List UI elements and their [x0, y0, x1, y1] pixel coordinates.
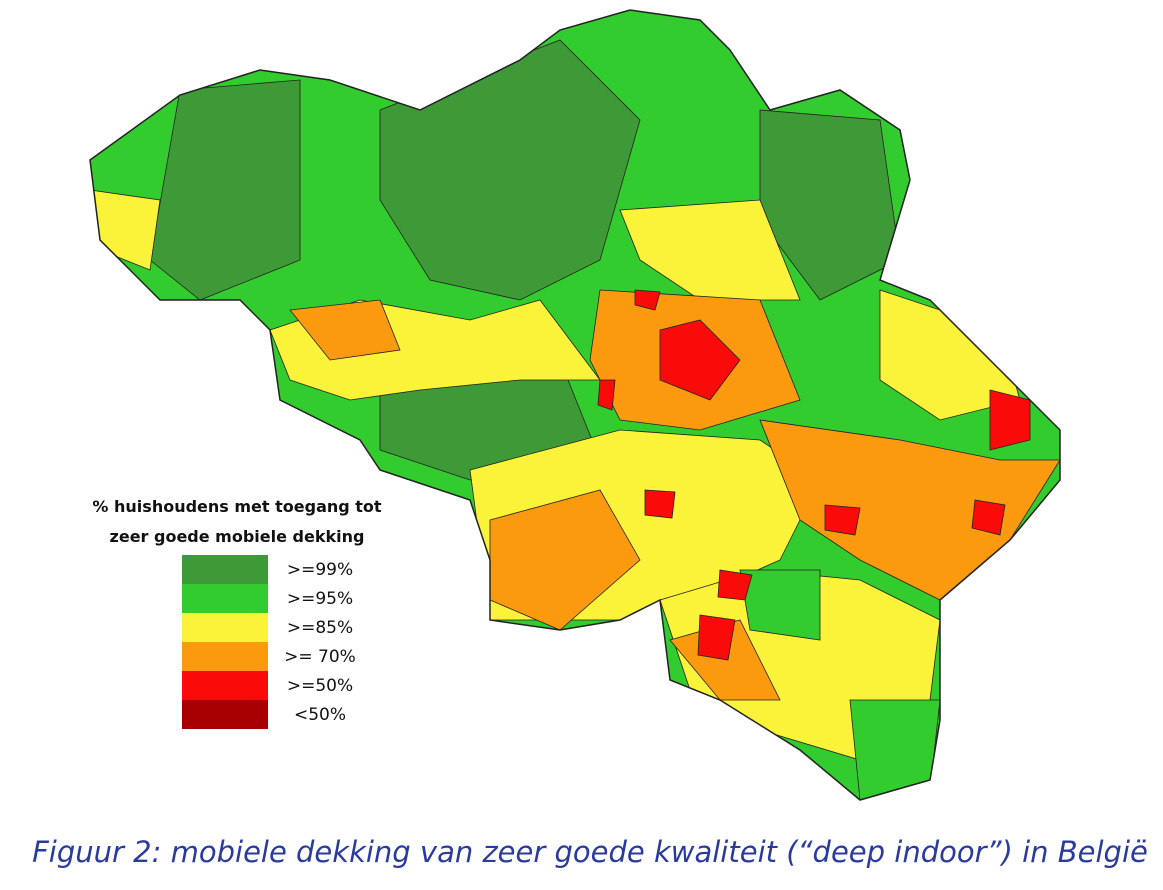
- caption: Figuur 2: mobiele dekking van zeer goede…: [32, 835, 1148, 869]
- legend-swatch: [182, 584, 268, 613]
- legend-label: >=85%: [287, 618, 353, 638]
- legend-swatch: [182, 671, 268, 700]
- legend: % huishoudens met toegang tot zeer goede …: [92, 497, 382, 729]
- legend-title: % huishoudens met toegang tot: [92, 497, 381, 516]
- country-outline: [89, 9, 1061, 801]
- legend-swatch: [182, 613, 268, 642]
- legend-swatch: [182, 642, 268, 671]
- legend-label: >= 70%: [284, 647, 356, 667]
- legend-label: >=50%: [287, 676, 353, 696]
- legend-label: <50%: [294, 705, 346, 725]
- legend-title: zeer goede mobiele dekking: [110, 527, 365, 546]
- legend-swatch: [182, 700, 268, 729]
- legend-label: >=99%: [287, 560, 353, 580]
- legend-swatch: [182, 555, 268, 584]
- legend-label: >=95%: [287, 589, 353, 609]
